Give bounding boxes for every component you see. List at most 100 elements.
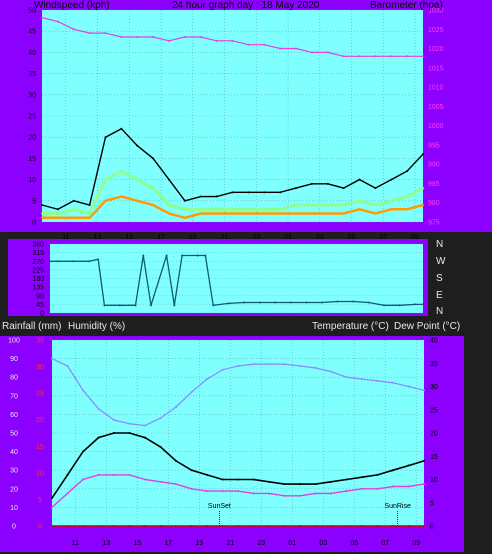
humidity-y-tick-label: 30: [10, 468, 18, 475]
data-point: [215, 39, 218, 42]
data-point: [221, 478, 224, 481]
data-point: [206, 490, 208, 493]
data-point: [326, 212, 329, 215]
x-tick-label: 19: [195, 540, 203, 547]
data-point: [120, 35, 123, 38]
data-point: [299, 483, 301, 486]
data-point: [299, 365, 301, 368]
humidity-y-tick-label: 40: [10, 449, 18, 456]
data-point: [414, 303, 417, 306]
data-point: [422, 153, 424, 156]
data-point: [183, 208, 186, 211]
data-point: [175, 525, 177, 527]
data-point: [345, 376, 348, 379]
x-tick-label: 21: [226, 540, 234, 547]
data-point: [128, 525, 131, 527]
data-point: [295, 187, 297, 190]
data-point: [51, 357, 53, 360]
data-point: [358, 178, 361, 181]
data-point: [330, 370, 332, 373]
wind-y-tick-label: 10: [28, 177, 36, 184]
data-point: [367, 301, 370, 304]
data-point: [289, 301, 292, 304]
wind-y-tick-label: 40: [28, 50, 36, 57]
baro-y-tick-label: 1010: [428, 85, 444, 92]
data-point: [342, 212, 345, 215]
data-point: [66, 525, 69, 527]
data-point: [206, 378, 208, 381]
baro-y-tick-label: 990: [428, 162, 440, 169]
temp-y-tick-label: 30: [430, 384, 438, 391]
wind-y-tick-label: 45: [28, 29, 36, 36]
data-point: [150, 304, 153, 307]
data-point: [252, 363, 255, 366]
data-point: [361, 525, 363, 527]
data-point: [231, 212, 234, 215]
data-point: [279, 212, 282, 215]
data-point: [423, 525, 425, 527]
data-point: [56, 212, 59, 215]
data-point: [152, 35, 155, 38]
data-point: [173, 304, 176, 307]
data-point: [299, 494, 301, 497]
data-point: [263, 43, 266, 46]
data-point: [41, 204, 43, 207]
data-point: [392, 525, 394, 527]
rain-y-tick-label: 15: [36, 444, 44, 451]
wind-y-tick-label: 30: [28, 92, 36, 99]
x-tick-label: 15: [125, 234, 133, 241]
data-point: [263, 191, 266, 194]
data-point: [159, 445, 162, 448]
data-point: [159, 480, 162, 483]
data-point: [199, 208, 202, 211]
data-point: [392, 469, 394, 472]
data-point: [51, 525, 53, 527]
data-point: [72, 216, 75, 219]
data-point: [82, 525, 84, 527]
temp-y-tick-label: 25: [430, 407, 438, 414]
data-point: [88, 32, 91, 35]
data-point: [221, 368, 224, 371]
data-point: [66, 492, 69, 495]
data-point: [358, 199, 361, 202]
data-point: [183, 35, 186, 38]
rain-y-tick-label: 25: [36, 391, 44, 398]
data-point: [314, 366, 317, 369]
data-point: [88, 212, 91, 215]
data-point: [283, 363, 286, 366]
data-point: [345, 525, 348, 527]
data-point: [104, 199, 107, 202]
data-point: [252, 492, 255, 495]
rain-y-tick-label: 30: [36, 364, 44, 371]
data-point: [215, 208, 218, 211]
data-point: [279, 208, 282, 211]
data-point: [374, 204, 377, 207]
data-point: [392, 485, 394, 488]
baro-y-tick-label: 1005: [428, 104, 444, 111]
data-point: [144, 436, 146, 439]
data-point: [113, 525, 115, 527]
temp-y-tick-label: 5: [430, 500, 434, 507]
direction-y-tick-label: 0: [40, 311, 44, 318]
direction-y-tick-label: 45: [36, 302, 44, 309]
temp-y-tick-label: 10: [430, 477, 438, 484]
data-point: [279, 191, 282, 194]
data-point: [231, 208, 234, 211]
data-point: [247, 43, 250, 46]
temp-y-tick-label: 20: [430, 431, 438, 438]
data-point: [113, 432, 115, 434]
data-point: [134, 304, 137, 307]
data-point: [51, 497, 53, 500]
data-point: [390, 55, 393, 58]
x-tick-label: 23: [257, 540, 265, 547]
compass-label-e: E: [436, 290, 443, 301]
data-point: [72, 260, 75, 263]
baro-y-tick-label: 1025: [428, 27, 444, 34]
data-point: [247, 208, 250, 211]
data-point: [212, 304, 215, 307]
x-tick-label: 23: [252, 234, 260, 241]
data-point: [283, 494, 286, 497]
data-point: [314, 492, 317, 495]
data-point: [221, 525, 224, 527]
data-point: [88, 204, 91, 207]
